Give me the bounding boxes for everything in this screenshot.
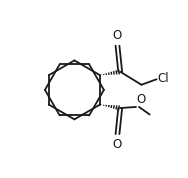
Text: O: O — [136, 93, 146, 106]
Text: O: O — [113, 29, 122, 42]
Text: O: O — [113, 138, 122, 151]
Text: Cl: Cl — [157, 72, 169, 85]
